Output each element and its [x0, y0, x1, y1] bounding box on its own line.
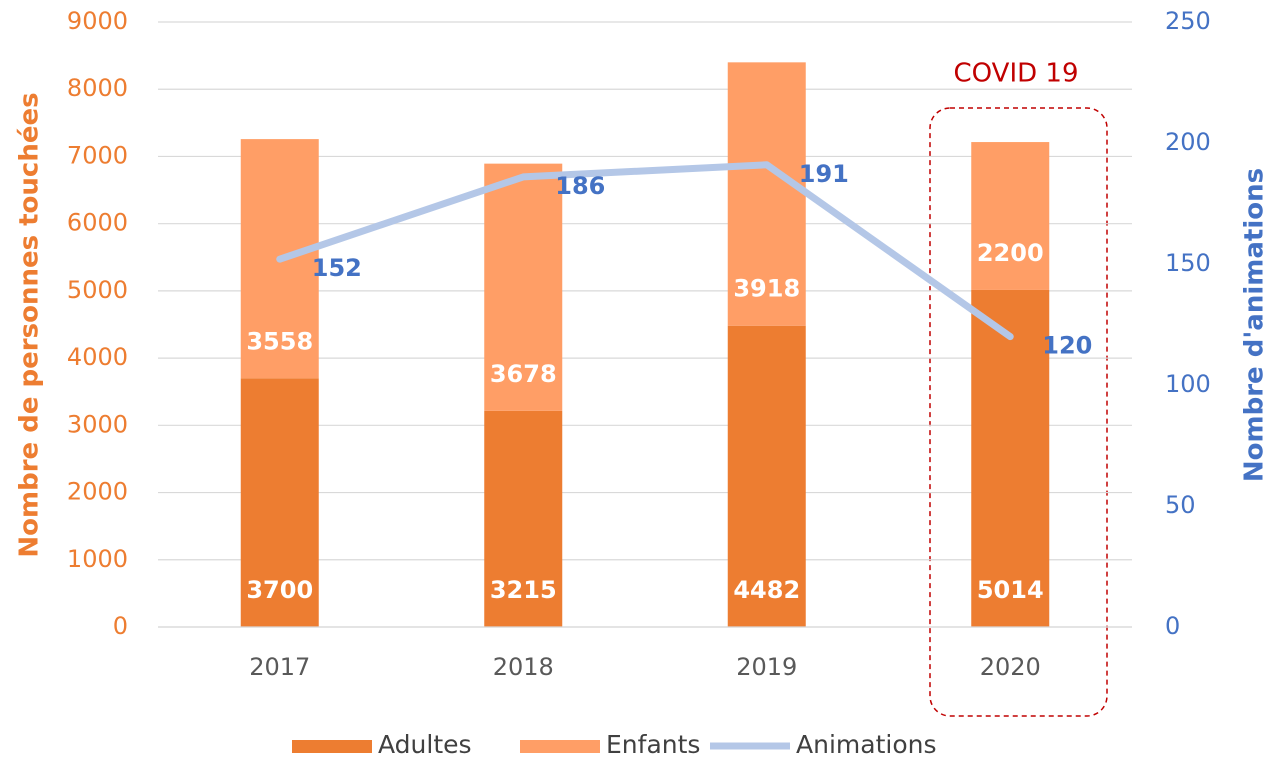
legend-label: Adultes: [378, 730, 472, 759]
data-label: 4482: [733, 576, 800, 604]
y-tick-label: 8000: [67, 74, 128, 102]
legend-swatch: [520, 740, 600, 753]
x-tick-label: 2020: [980, 653, 1041, 681]
data-label: 2200: [977, 239, 1044, 267]
y2-tick-label: 0: [1165, 612, 1180, 640]
data-label: 3678: [490, 360, 557, 388]
covid-box: [929, 107, 1108, 717]
y2-tick-label: 200: [1165, 128, 1211, 156]
x-tick-label: 2018: [493, 653, 554, 681]
bar-segment: [971, 289, 1050, 627]
y-tick-label: 1000: [67, 545, 128, 573]
y-tick-label: 7000: [67, 141, 128, 169]
line-label: 152: [312, 254, 362, 282]
y-tick-label: 9000: [67, 7, 128, 35]
y2-tick-label: 150: [1165, 249, 1211, 277]
bar-segment: [727, 62, 806, 326]
data-label: 5014: [977, 576, 1044, 604]
y2-axis-title: Nombre d'animations: [1240, 168, 1270, 482]
y-tick-label: 4000: [67, 343, 128, 371]
y-tick-label: 3000: [67, 410, 128, 438]
y-axis-title: Nombre de personnes touchées: [15, 92, 45, 557]
line-label: 186: [555, 172, 605, 200]
y2-tick-label: 250: [1165, 7, 1211, 35]
y-tick-label: 5000: [67, 276, 128, 304]
bar-segment: [484, 163, 563, 411]
bar-segment: [727, 325, 806, 627]
data-label: 3215: [490, 576, 557, 604]
bar-segment: [240, 378, 319, 627]
data-label: 3700: [246, 576, 313, 604]
y-tick-label: 2000: [67, 478, 128, 506]
data-label: 3918: [733, 275, 800, 303]
bar-segment: [971, 142, 1050, 290]
y-tick-label: 0: [113, 612, 128, 640]
legend-label: Enfants: [606, 730, 700, 759]
x-tick-label: 2017: [249, 653, 310, 681]
y2-tick-label: 100: [1165, 370, 1211, 398]
line: [276, 161, 1014, 341]
annotation: COVID 19: [954, 59, 1079, 89]
line-label: 120: [1042, 332, 1092, 360]
bar-segment: [484, 410, 563, 627]
line-label: 191: [799, 160, 849, 188]
legend-swatch: [292, 740, 372, 753]
data-label: 3558: [246, 327, 313, 355]
x-tick-label: 2019: [736, 653, 797, 681]
legend-label: Animations: [796, 730, 936, 759]
y2-tick-label: 50: [1165, 491, 1196, 519]
y-tick-label: 6000: [67, 209, 128, 237]
